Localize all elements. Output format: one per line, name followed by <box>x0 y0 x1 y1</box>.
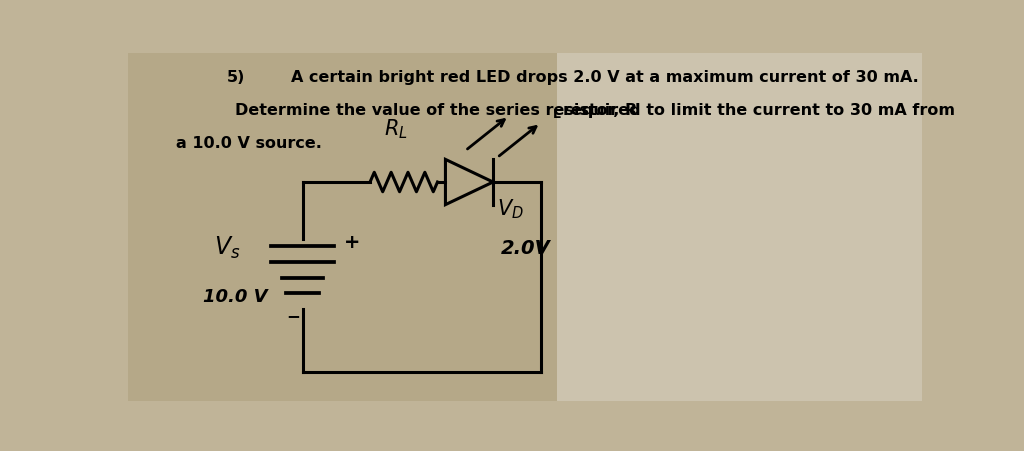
Text: A certain bright red LED drops 2.0 V at a maximum current of 30 mA.: A certain bright red LED drops 2.0 V at … <box>291 70 919 85</box>
Text: 5): 5) <box>227 70 246 85</box>
Text: 2.0V: 2.0V <box>501 238 551 257</box>
Text: +: + <box>344 233 360 252</box>
Bar <box>128 54 557 401</box>
Text: $V_D$: $V_D$ <box>497 197 524 220</box>
Text: $V_s$: $V_s$ <box>214 235 241 261</box>
Text: required to limit the current to 30 mA from: required to limit the current to 30 mA f… <box>563 103 955 118</box>
Text: L: L <box>553 108 560 121</box>
Text: a 10.0 V source.: a 10.0 V source. <box>176 136 322 151</box>
Bar <box>557 54 922 401</box>
Text: $R_L$: $R_L$ <box>384 117 408 141</box>
Text: Determine the value of the series resistor, R: Determine the value of the series resist… <box>236 103 637 118</box>
Text: −: − <box>286 306 300 324</box>
Text: 10.0 V: 10.0 V <box>203 287 267 305</box>
